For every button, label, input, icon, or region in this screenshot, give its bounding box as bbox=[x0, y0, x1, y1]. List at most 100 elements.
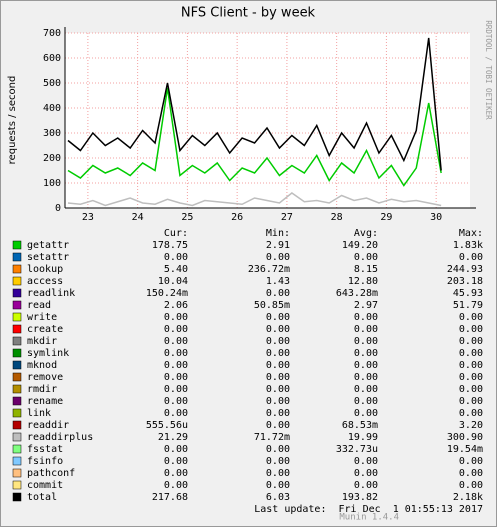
stat-value: 332.73u bbox=[336, 444, 378, 455]
stat-value: 0.00 bbox=[459, 384, 483, 395]
legend-swatch bbox=[12, 396, 22, 406]
legend-swatch bbox=[12, 288, 22, 298]
stat-value: 0.00 bbox=[266, 372, 290, 383]
legend-swatch bbox=[12, 300, 22, 310]
stat-value: 0.00 bbox=[459, 360, 483, 371]
stat-value: 0.00 bbox=[164, 348, 188, 359]
legend-swatch bbox=[12, 264, 22, 274]
stat-value: 2.18k bbox=[453, 492, 483, 503]
legend-swatch bbox=[12, 312, 22, 322]
stat-value: 3.20 bbox=[459, 420, 483, 431]
stat-value: 8.15 bbox=[354, 264, 378, 275]
stat-value: 0.00 bbox=[164, 456, 188, 467]
legend-label: fsinfo bbox=[27, 456, 63, 467]
stat-value: 236.72m bbox=[248, 264, 290, 275]
stat-value: 45.93 bbox=[453, 288, 483, 299]
legend-swatch bbox=[12, 336, 22, 346]
legend-label: remove bbox=[27, 372, 63, 383]
x-tick-label: 30 bbox=[430, 212, 442, 223]
stat-value: 2.06 bbox=[164, 300, 188, 311]
side-text: RRDTOOL / TOBI OETIKER bbox=[484, 20, 493, 120]
series-line bbox=[67, 87, 442, 187]
stat-value: 0.00 bbox=[459, 324, 483, 335]
stat-value: 203.18 bbox=[447, 276, 483, 287]
stat-value: 0.00 bbox=[266, 324, 290, 335]
series-line bbox=[67, 37, 442, 171]
stat-header: Min: bbox=[266, 228, 290, 239]
x-tick-label: 23 bbox=[82, 212, 94, 223]
legend-swatch bbox=[12, 444, 22, 454]
stat-value: 68.53m bbox=[342, 420, 378, 431]
x-tick-label: 27 bbox=[281, 212, 293, 223]
last-update: Last update: Fri Dec 1 01:55:13 2017 bbox=[254, 504, 483, 515]
stat-value: 0.00 bbox=[354, 348, 378, 359]
series-line bbox=[67, 192, 442, 207]
stat-value: 0.00 bbox=[459, 348, 483, 359]
legend-label: symlink bbox=[27, 348, 69, 359]
y-axis-label: requests / second bbox=[7, 76, 18, 165]
legend-swatch bbox=[12, 432, 22, 442]
stat-value: 0.00 bbox=[459, 312, 483, 323]
stat-value: 0.00 bbox=[164, 396, 188, 407]
stat-value: 0.00 bbox=[354, 372, 378, 383]
stat-value: 51.79 bbox=[453, 300, 483, 311]
legend-swatch bbox=[12, 276, 22, 286]
stat-value: 0.00 bbox=[164, 444, 188, 455]
stat-value: 0.00 bbox=[266, 288, 290, 299]
legend-label: commit bbox=[27, 480, 63, 491]
stat-value: 1.83k bbox=[453, 240, 483, 251]
stat-value: 217.68 bbox=[152, 492, 188, 503]
plot-area bbox=[65, 33, 470, 208]
y-tick-label: 100 bbox=[43, 178, 61, 189]
legend-label: readlink bbox=[27, 288, 75, 299]
legend-label: mkdir bbox=[27, 336, 57, 347]
stat-value: 0.00 bbox=[164, 480, 188, 491]
legend-label: write bbox=[27, 312, 57, 323]
stat-value: 0.00 bbox=[164, 408, 188, 419]
stat-value: 0.00 bbox=[266, 360, 290, 371]
stat-value: 0.00 bbox=[164, 360, 188, 371]
stat-value: 0.00 bbox=[354, 480, 378, 491]
stat-value: 555.56u bbox=[146, 420, 188, 431]
legend-label: create bbox=[27, 324, 63, 335]
stat-value: 0.00 bbox=[266, 408, 290, 419]
stat-value: 0.00 bbox=[266, 444, 290, 455]
stat-header: Cur: bbox=[164, 228, 188, 239]
stat-value: 0.00 bbox=[266, 456, 290, 467]
stat-value: 0.00 bbox=[354, 468, 378, 479]
legend-swatch bbox=[12, 360, 22, 370]
legend-label: rmdir bbox=[27, 384, 57, 395]
stat-value: 0.00 bbox=[354, 360, 378, 371]
stat-value: 0.00 bbox=[266, 420, 290, 431]
stat-value: 0.00 bbox=[164, 252, 188, 263]
stat-value: 0.00 bbox=[459, 372, 483, 383]
stat-value: 0.00 bbox=[266, 396, 290, 407]
stat-value: 0.00 bbox=[354, 384, 378, 395]
stat-value: 0.00 bbox=[266, 468, 290, 479]
stat-value: 0.00 bbox=[354, 396, 378, 407]
stat-value: 0.00 bbox=[354, 456, 378, 467]
stat-value: 0.00 bbox=[459, 456, 483, 467]
stat-value: 0.00 bbox=[459, 408, 483, 419]
stat-value: 2.91 bbox=[266, 240, 290, 251]
stat-value: 643.28m bbox=[336, 288, 378, 299]
stat-value: 0.00 bbox=[266, 252, 290, 263]
stat-value: 0.00 bbox=[164, 468, 188, 479]
legend-label: pathconf bbox=[27, 468, 75, 479]
legend-swatch bbox=[12, 348, 22, 358]
stat-value: 0.00 bbox=[459, 336, 483, 347]
stat-value: 0.00 bbox=[354, 408, 378, 419]
legend-label: fsstat bbox=[27, 444, 63, 455]
legend-label: access bbox=[27, 276, 63, 287]
chart-title: NFS Client - by week bbox=[181, 6, 316, 21]
stat-value: 50.85m bbox=[254, 300, 290, 311]
stat-value: 21.29 bbox=[158, 432, 188, 443]
legend-swatch bbox=[12, 468, 22, 478]
stat-value: 0.00 bbox=[164, 372, 188, 383]
stat-value: 0.00 bbox=[266, 336, 290, 347]
x-tick-label: 25 bbox=[181, 212, 193, 223]
legend-swatch bbox=[12, 408, 22, 418]
y-tick-label: 600 bbox=[43, 53, 61, 64]
stat-value: 19.54m bbox=[447, 444, 483, 455]
